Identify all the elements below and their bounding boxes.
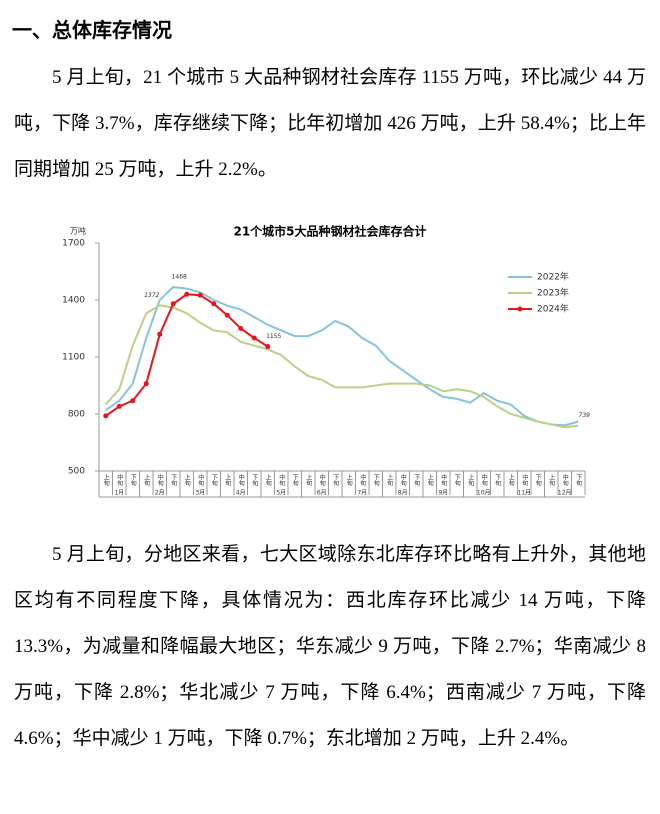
y-tick-label: 800 [68,410,85,420]
x-group-label: 3月 [195,490,205,497]
marker [211,301,217,307]
data-label: 1468 [172,274,187,281]
x-group-label: 9月 [438,490,448,497]
marker [170,301,176,307]
x-group-label: 10月 [477,490,491,497]
x-tick-label: 上旬 [183,473,190,487]
marker [103,413,109,419]
legend-label: 2022年 [537,271,569,283]
x-tick-label: 中旬 [278,473,285,487]
x-tick-label: 中旬 [116,473,123,487]
x-tick-label: 下旬 [251,474,258,487]
x-tick-label: 上旬 [224,473,231,487]
x-group-label: 6月 [317,490,327,497]
x-tick-label: 上旬 [507,473,514,487]
paragraph: 5 月上旬，分地区来看，七大区域除东北库存环比略有上升外，其他地区均有不同程度下… [14,544,646,749]
x-group-label: 8月 [398,490,408,497]
x-tick-label: 下旬 [129,474,136,487]
series-line [105,286,579,427]
x-tick-label: 上旬 [386,473,393,487]
x-group-label: 4月 [236,490,246,497]
x-group-label: 5月 [276,490,286,497]
x-tick-label: 下旬 [170,474,177,487]
x-tick-label: 上旬 [548,473,555,487]
x-group-label: 7月 [357,490,367,497]
data-label: 1372 [144,292,159,299]
x-group-label: 12月 [558,490,572,497]
marker [184,291,190,297]
x-tick-label: 中旬 [399,473,406,487]
x-tick-label: 下旬 [575,474,582,487]
x-tick-label: 下旬 [453,474,460,487]
paragraph: 5 月上旬，21 个城市 5 大品种钢材社会库存 1155 万吨，环比减少 44… [14,67,646,180]
x-tick-label: 中旬 [318,473,325,487]
x-tick-label: 中旬 [480,473,487,487]
x-tick-label: 中旬 [359,473,366,487]
x-tick-label: 中旬 [197,473,204,487]
x-tick-label: 上旬 [102,473,109,487]
marker [116,403,122,409]
heading: 一、总体库存情况 [12,18,172,42]
x-tick-label: 下旬 [413,474,420,487]
x-group-label: 11月 [517,490,531,497]
marker [251,335,257,341]
x-tick-label: 上旬 [143,473,150,487]
x-tick-label: 下旬 [291,474,298,487]
x-tick-label: 中旬 [440,473,447,487]
x-group-label: 1月 [114,490,124,497]
x-tick-label: 下旬 [332,474,339,487]
x-tick-label: 下旬 [210,474,217,487]
x-tick-label: 下旬 [372,474,379,487]
x-tick-label: 上旬 [305,473,312,487]
y-axis-label: 万吨 [70,226,86,236]
marker [238,326,244,331]
marker [143,381,149,387]
legend-label: 2023年 [537,287,569,299]
x-group-label: 2月 [155,490,165,497]
data-label: 739 [579,412,591,419]
legend-marker [517,306,523,312]
x-tick-label: 中旬 [561,473,568,487]
marker [130,398,136,404]
marker [157,331,163,337]
marker [224,312,230,318]
x-tick-label: 上旬 [264,473,271,487]
data-label: 1155 [266,333,281,340]
y-tick-label: 500 [68,467,85,477]
x-tick-label: 中旬 [521,473,528,487]
y-tick-label: 1400 [62,296,85,306]
x-tick-label: 中旬 [237,473,244,487]
x-tick-label: 中旬 [156,473,163,487]
series-line [105,304,579,429]
marker [197,292,203,298]
legend-label: 2024年 [537,303,569,315]
marker [265,344,271,350]
chart-title: 21个城市5大品种钢材社会库存合计 [233,224,426,239]
x-tick-label: 下旬 [534,474,541,487]
x-tick-label: 上旬 [345,473,352,487]
y-tick-label: 1700 [62,239,85,249]
x-tick-label: 下旬 [494,474,501,487]
x-tick-label: 上旬 [426,473,433,487]
y-tick-label: 1100 [62,353,85,363]
x-tick-label: 上旬 [467,473,474,487]
